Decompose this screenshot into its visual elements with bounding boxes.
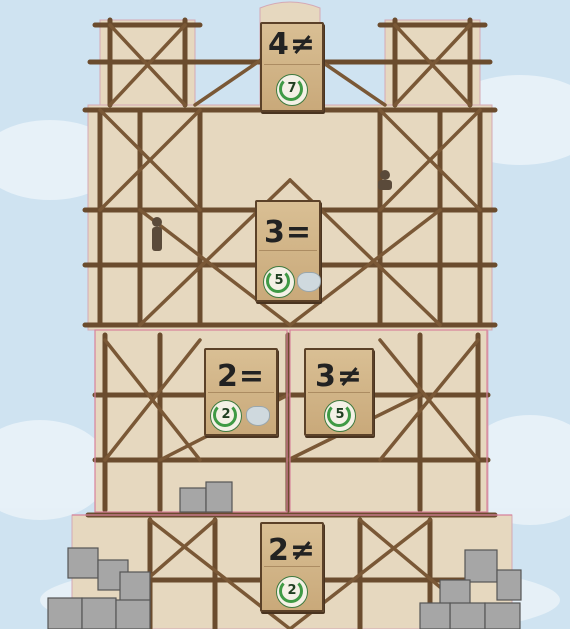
floor-label: 3≠ [314,359,363,394]
floor-label: 3= [263,215,312,250]
worker-figure-icon [152,217,162,251]
floor-sign-bottom[interactable]: 2≠ 2 [260,522,324,612]
floor-sign-top[interactable]: 4≠ 7 [260,22,324,112]
stone-pile-left [47,481,233,629]
laurel-wreath-icon: 5 [324,400,356,432]
cloud-bubble-icon [297,272,321,292]
floor-label: 2≠ [267,533,316,568]
badge-value: 2 [287,583,297,598]
scaffold-beams [82,17,498,629]
cloud-bubble-icon [246,406,270,426]
stone-pile-right [419,549,522,629]
floor-label: 4≠ [267,27,316,62]
floor-label: 2= [216,359,265,394]
badge-value: 7 [287,81,297,96]
floor-sign-upper[interactable]: 3= 5 [255,200,321,302]
floor-sign-mid-left[interactable]: 2= 2 [204,348,278,436]
laurel-wreath-icon: 7 [276,74,308,106]
laurel-wreath-icon: 5 [263,266,295,298]
badge-value: 2 [221,407,231,422]
floor-sign-mid-right[interactable]: 3≠ 5 [304,348,374,436]
worker-figure-icon [378,170,392,190]
badge-value: 5 [335,407,345,422]
badge-value: 5 [274,273,284,288]
laurel-wreath-icon: 2 [276,576,308,608]
laurel-wreath-icon: 2 [210,400,242,432]
